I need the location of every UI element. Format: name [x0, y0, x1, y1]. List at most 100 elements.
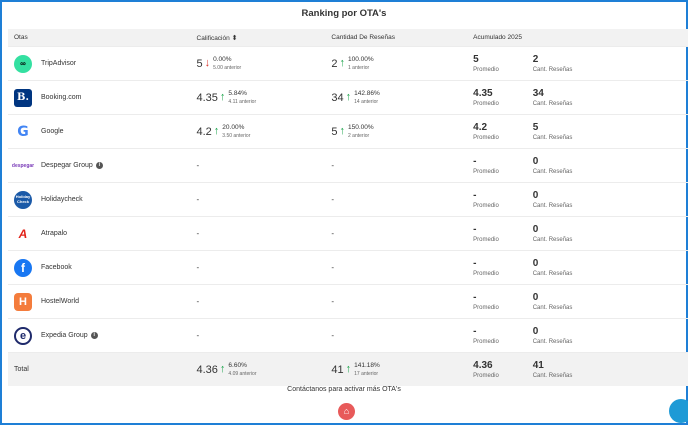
ota-name: Holidaycheck	[41, 196, 83, 203]
accumulated-reviews: 0 Cant. Reseñas	[532, 292, 573, 311]
accumulated-average: - Promedio	[473, 326, 499, 345]
rating-trend-icon: ↑	[213, 125, 220, 137]
table-row: A Atrapalo - - - Promedio 0 Cant. Reseñas	[8, 216, 688, 251]
info-icon[interactable]: i	[95, 162, 103, 169]
reviews-value: -	[331, 195, 335, 204]
tripadvisor-icon: ∞	[14, 54, 32, 73]
accumulated-average: - Promedio	[473, 156, 499, 175]
rating-value: 4.2	[196, 125, 212, 138]
reviews-change: 142.86%	[354, 89, 380, 97]
reviews-metric: 5 ↑ 150.00% 2 anterior	[331, 123, 473, 141]
total-row: Total 4.36 ↑ 6.60% 4.09 anterior 41 ↑ 14…	[8, 352, 688, 386]
contact-text: Contáctanos para activar más OTA's	[287, 386, 401, 393]
accumulated-reviews: 0 Cant. Reseñas	[532, 156, 573, 175]
ota-name: Expedia Group	[41, 332, 88, 339]
reviews-trend-icon: ↑	[345, 91, 352, 103]
rating-value: 4.35	[196, 91, 218, 104]
ota-name: HostelWorld	[41, 298, 79, 305]
facebook-icon: f	[14, 258, 32, 277]
rating-value: -	[196, 263, 200, 272]
rating-change: 20.00%	[222, 123, 245, 131]
ranking-table: Otas Calificación ⬍ Cantidad De Reseñas …	[8, 29, 688, 386]
accumulated-reviews: 2 Cant. Reseñas	[532, 54, 573, 73]
ota-name: Atrapalo	[41, 230, 68, 237]
accumulated-reviews: 41 Cant. Reseñas	[532, 360, 573, 379]
ota-name: Google	[41, 128, 64, 135]
total-reviews-metric: 41 ↑ 141.18% 17 anterior	[331, 361, 473, 379]
holidaycheck-icon: Holiday Check	[14, 190, 32, 209]
total-reviews-value: 41	[331, 363, 344, 376]
total-reviews-previous: 17 anterior	[354, 370, 379, 377]
rating-metric: 4.2 ↑ 20.00% 3.50 anterior	[197, 123, 332, 141]
google-icon: G	[14, 122, 32, 141]
total-rating-metric: 4.36 ↑ 6.60% 4.09 anterior	[197, 361, 332, 379]
rating-trend-icon: ↑	[219, 91, 226, 103]
contact-button[interactable]: ⌂	[338, 403, 355, 420]
accumulated-reviews: 34 Cant. Reseñas	[532, 88, 573, 107]
total-label: Total	[8, 352, 197, 386]
total-reviews-trend-icon: ↑	[345, 363, 352, 375]
table-row: Holiday Check Holidaycheck - - - Promedio…	[8, 182, 688, 217]
accumulated-average: - Promedio	[473, 292, 499, 311]
accumulated-reviews: 5 Cant. Reseñas	[532, 122, 573, 141]
chat-icon[interactable]	[669, 399, 688, 423]
rating-value: -	[196, 331, 200, 340]
rating-trend-icon: ↓	[204, 57, 211, 69]
accumulated-average: 5 Promedio	[473, 54, 499, 73]
rating-previous: 4.11 anterior	[228, 98, 257, 105]
accumulated-average: 4.2 Promedio	[473, 122, 499, 141]
rating-previous: 3.50 anterior	[222, 132, 251, 139]
reviews-trend-icon: ↑	[339, 125, 346, 137]
table-row: e Expedia Group i - - - Promedio 0 Cant. R…	[8, 318, 688, 353]
total-rating-previous: 4.09 anterior	[228, 370, 257, 377]
header-calificacion[interactable]: Calificación ⬍	[197, 29, 332, 47]
table-row: B. Booking.com 4.35 ↑ 5.84% 4.11 anterio…	[8, 80, 688, 115]
rating-metric: 5 ↓ 0.00% 5.00 anterior	[197, 55, 332, 73]
atrapalo-icon: A	[14, 224, 32, 243]
ota-cell: Holiday Check Holidaycheck	[14, 190, 197, 209]
ota-cell: B. Booking.com	[14, 88, 197, 107]
table-row: f Facebook - - - Promedio 0 Cant. Reseñas	[8, 250, 688, 285]
rating-metric: 4.35 ↑ 5.84% 4.11 anterior	[197, 89, 332, 107]
accumulated-reviews: 0 Cant. Reseñas	[532, 326, 573, 345]
despegar-icon: despegar	[12, 156, 34, 175]
ota-cell: f Facebook	[14, 258, 197, 277]
booking-icon: B.	[14, 88, 32, 107]
accumulated-average: 4.35 Promedio	[473, 88, 499, 107]
rating-value: -	[196, 195, 200, 204]
sort-icon[interactable]: ⬍	[231, 34, 238, 42]
reviews-previous: 14 anterior	[354, 98, 379, 105]
ota-cell: despegar Despegar Group i	[12, 156, 197, 175]
reviews-metric: 2 ↑ 100.00% 1 anterior	[331, 55, 473, 73]
table-row: G Google 4.2 ↑ 20.00% 3.50 anterior 5 ↑ …	[8, 114, 688, 149]
hostelworld-icon: H	[14, 292, 32, 311]
rating-value: -	[196, 297, 200, 306]
reviews-value: -	[331, 263, 335, 272]
total-reviews-change: 141.18%	[354, 361, 380, 369]
rating-value: -	[196, 161, 200, 170]
rating-value: 5	[196, 57, 203, 70]
table-row: despegar Despegar Group i - - - Promedio …	[8, 148, 688, 183]
reviews-value: -	[331, 161, 335, 170]
total-rating-trend-icon: ↑	[219, 363, 226, 375]
total-rating-change: 6.60%	[228, 361, 247, 369]
ota-name: TripAdvisor	[41, 60, 77, 67]
reviews-metric: 34 ↑ 142.86% 14 anterior	[331, 89, 473, 107]
header-otas: Otas	[14, 34, 28, 41]
info-icon[interactable]: i	[90, 332, 98, 339]
expedia-icon: e	[14, 326, 32, 345]
reviews-value: -	[331, 297, 335, 306]
reviews-value: 34	[331, 91, 344, 104]
ota-cell: G Google	[14, 122, 197, 141]
reviews-change: 150.00%	[348, 123, 374, 131]
reviews-previous: 2 anterior	[348, 132, 370, 139]
total-rating-value: 4.36	[196, 363, 218, 376]
header-acumulado: Acumulado 2025	[473, 34, 522, 41]
accumulated-average: 4.36 Promedio	[473, 360, 499, 379]
table-header-row: Otas Calificación ⬍ Cantidad De Reseñas …	[8, 29, 688, 47]
accumulated-average: - Promedio	[473, 224, 499, 243]
reviews-value: 2	[331, 57, 338, 70]
reviews-value: -	[331, 331, 335, 340]
accumulated-reviews: 0 Cant. Reseñas	[532, 224, 573, 243]
